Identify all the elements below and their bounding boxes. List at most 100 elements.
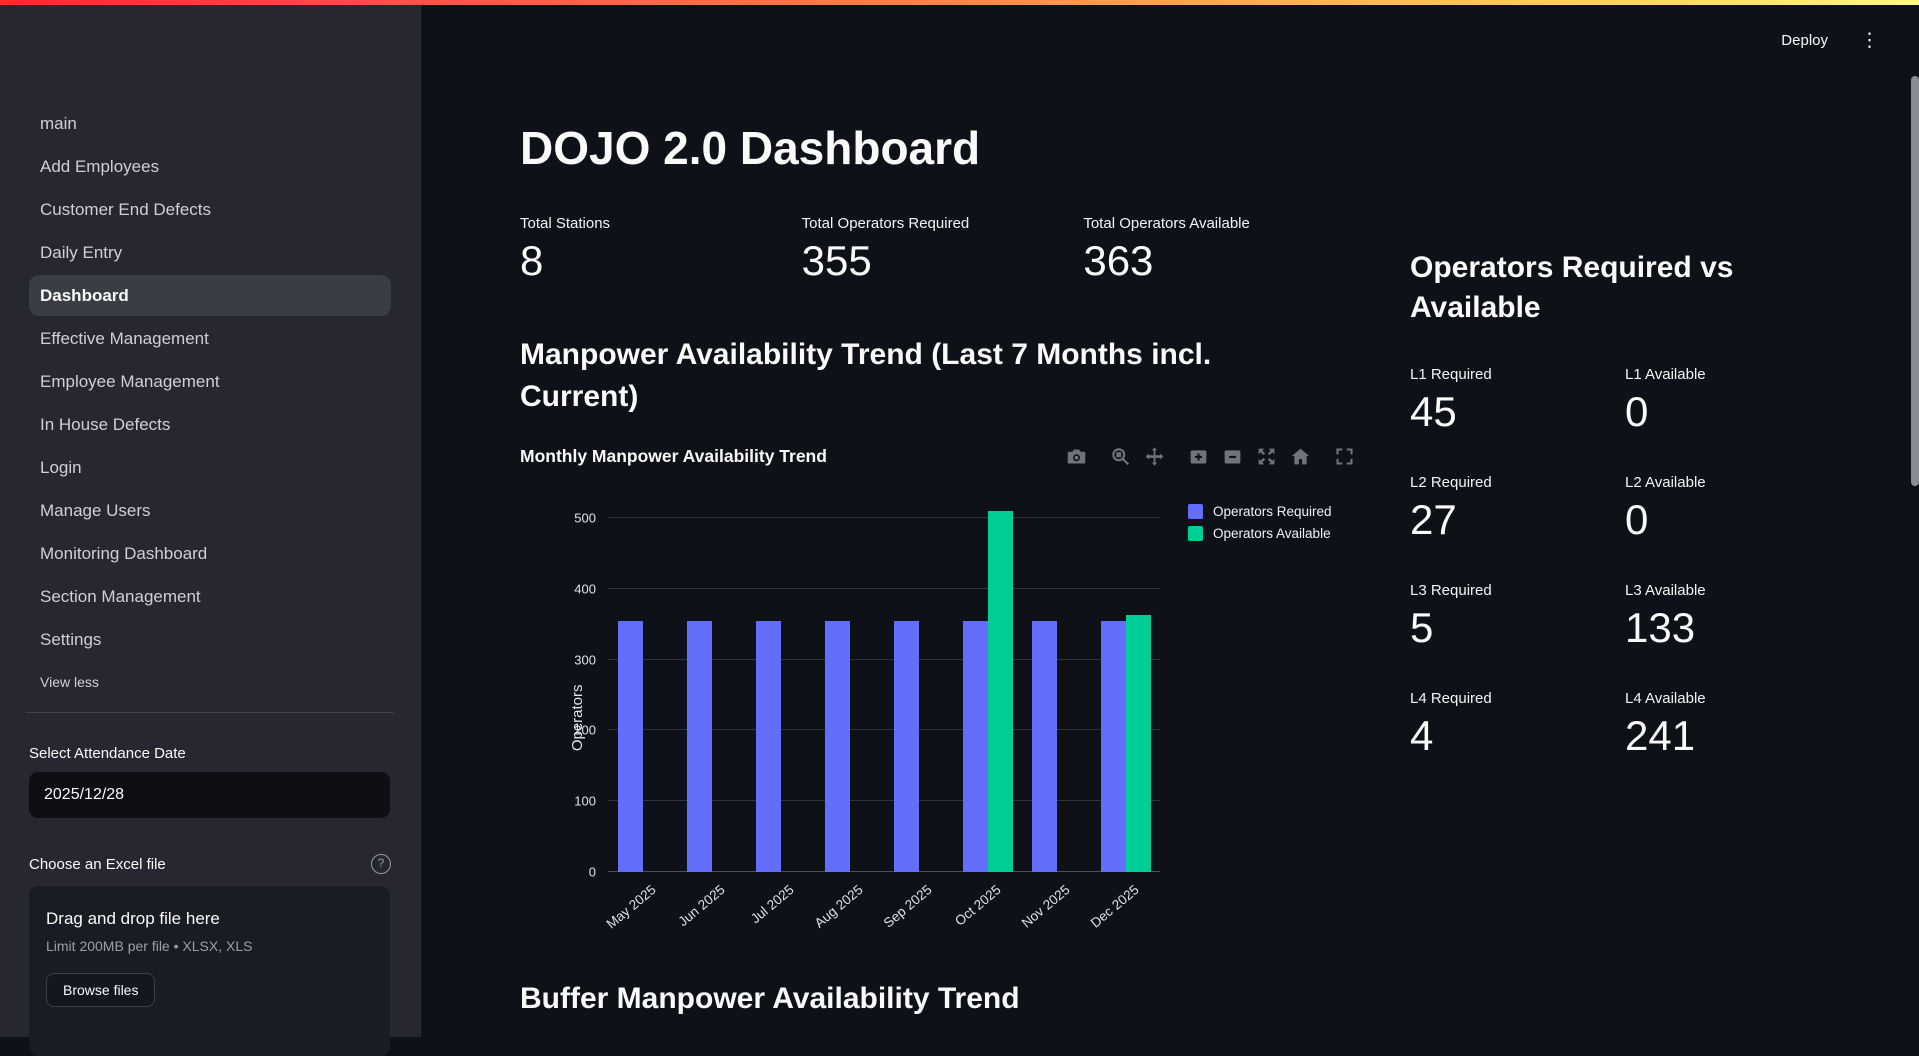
- legend-item-operators-available[interactable]: Operators Available: [1188, 525, 1332, 541]
- operators-panel: Operators Required vs Available L1 Requi…: [1410, 0, 1830, 1037]
- y-tick-label: 100: [574, 793, 596, 809]
- help-icon[interactable]: ?: [371, 854, 391, 874]
- x-tick-label: Aug 2025: [811, 881, 866, 931]
- x-tick-label: Jul 2025: [747, 881, 797, 927]
- metric-label: L4 Available: [1625, 690, 1706, 707]
- metric-l2-required: L2 Required 27: [1410, 474, 1625, 541]
- sidebar-item-settings[interactable]: Settings: [40, 630, 102, 649]
- sidebar-item-section-management[interactable]: Section Management: [40, 587, 201, 606]
- sidebar-item-login[interactable]: Login: [40, 458, 82, 477]
- x-tick-label: Jun 2025: [674, 881, 728, 930]
- reset-axes-icon[interactable]: [1290, 446, 1311, 467]
- metric-label: L3 Available: [1625, 582, 1706, 599]
- metric-label: L1 Available: [1625, 366, 1706, 383]
- gridline: [608, 658, 1160, 660]
- bar-group-dec-2025: [1091, 504, 1160, 872]
- metric-label: L4 Required: [1410, 690, 1492, 707]
- gridline: [608, 587, 1160, 589]
- sidebar-nav: main Add Employees Customer End Defects Dai…: [0, 103, 420, 660]
- dropzone-hint: Limit 200MB per file • XLSX, XLS: [46, 938, 253, 954]
- sidebar: main Add Employees Customer End Defects Dai…: [0, 0, 421, 1056]
- chart-bar-operators-required-nov-2025[interactable]: [1031, 620, 1057, 872]
- bar-group-may-2025: [608, 504, 677, 872]
- metric-value: 355: [801, 236, 872, 284]
- metric-value: 27: [1410, 496, 1457, 543]
- chart-bar-operators-required-dec-2025[interactable]: [1100, 620, 1126, 872]
- bar-series[interactable]: [608, 504, 1160, 872]
- chart-bar-operators-available-dec-2025[interactable]: [1125, 615, 1151, 872]
- dropzone-title: Drag and drop file here: [46, 909, 220, 928]
- legend-label: Operators Required: [1213, 503, 1332, 519]
- y-tick-label: 400: [574, 581, 596, 597]
- section-heading: Manpower Availability Trend (Last 7 Mont…: [520, 337, 1212, 413]
- sidebar-item-customer-end-defects[interactable]: Customer End Defects: [40, 200, 212, 219]
- attendance-date-label: Select Attendance Date: [29, 745, 186, 762]
- sidebar-item-add-employees[interactable]: Add Employees: [40, 157, 160, 176]
- zoom-icon[interactable]: [1110, 446, 1131, 467]
- legend-label: Operators Available: [1213, 525, 1331, 541]
- chart-bar-operators-required-sep-2025[interactable]: [893, 620, 919, 872]
- page-scrollbar[interactable]: [1911, 76, 1919, 486]
- chart-bar-operators-required-jul-2025[interactable]: [755, 620, 781, 872]
- deploy-button[interactable]: Deploy: [1779, 28, 1830, 53]
- metric-label: L3 Required: [1410, 582, 1492, 599]
- metric-label: Total Operators Required: [801, 214, 970, 232]
- attendance-date-input[interactable]: 2025/12/28: [29, 772, 390, 818]
- fullscreen-icon[interactable]: [1334, 446, 1355, 467]
- app-header: Deploy ⋮: [1779, 28, 1883, 53]
- metric-total-operators-available: Total Operators Available 363: [1083, 215, 1365, 282]
- sidebar-item-in-house-defects[interactable]: In House Defects: [40, 415, 171, 434]
- chart-bar-operators-required-may-2025[interactable]: [617, 620, 643, 872]
- metric-label: L2 Available: [1625, 474, 1706, 491]
- zoom-in-icon[interactable]: [1188, 446, 1209, 467]
- chart-legend: Operators Required Operators Available: [1188, 503, 1332, 952]
- sidebar-item-employee-management[interactable]: Employee Management: [40, 372, 220, 391]
- sidebar-item-main[interactable]: main: [40, 114, 77, 133]
- chart-bar-operators-required-jun-2025[interactable]: [686, 620, 712, 872]
- chart-bar-operators-required-aug-2025[interactable]: [824, 620, 850, 872]
- pan-icon[interactable]: [1144, 446, 1165, 467]
- autoscale-icon[interactable]: [1256, 446, 1277, 467]
- bar-group-jul-2025: [746, 504, 815, 872]
- metric-value: 0: [1625, 496, 1649, 543]
- chart-bar-operators-required-oct-2025[interactable]: [962, 620, 988, 872]
- sidebar-item-dashboard[interactable]: Dashboard: [29, 275, 391, 316]
- gridline: [608, 800, 1160, 802]
- page-title: DOJO 2.0 Dashboard: [520, 122, 981, 174]
- metrics-row: Total Stations 8 Total Operators Required 3…: [520, 215, 1365, 282]
- gridline: [608, 870, 1160, 872]
- metric-total-stations: Total Stations 8: [520, 215, 802, 282]
- sidebar-item-effective-management[interactable]: Effective Management: [40, 329, 209, 348]
- bar-group-jun-2025: [677, 504, 746, 872]
- metric-value: 363: [1083, 236, 1154, 284]
- manpower-trend-chart: Monthly Manpower Availability Trend Oper…: [520, 446, 1365, 952]
- sidebar-item-monitoring-dashboard[interactable]: Monitoring Dashboard: [40, 544, 208, 563]
- sidebar-view-less[interactable]: View less: [40, 674, 99, 690]
- file-uploader-label: Choose an Excel file: [29, 855, 166, 873]
- sidebar-item-manage-users[interactable]: Manage Users: [40, 501, 151, 520]
- bar-group-sep-2025: [884, 504, 953, 872]
- browse-files-button[interactable]: Browse files: [46, 973, 156, 1007]
- gridline: [608, 729, 1160, 731]
- chart-bar-operators-available-oct-2025[interactable]: [987, 510, 1013, 872]
- metric-value: 241: [1625, 712, 1696, 759]
- file-dropzone[interactable]: Drag and drop file here Limit 200MB per …: [29, 886, 390, 1056]
- camera-icon[interactable]: [1066, 446, 1087, 467]
- sidebar-item-daily-entry[interactable]: Daily Entry: [40, 243, 123, 262]
- x-tick-label: Sep 2025: [880, 881, 935, 931]
- metric-value: 45: [1410, 388, 1457, 435]
- y-axis-label: Operators: [568, 684, 586, 752]
- metric-l2-available: L2 Available 0: [1625, 474, 1830, 541]
- legend-item-operators-required[interactable]: Operators Required: [1188, 503, 1332, 519]
- bar-group-aug-2025: [815, 504, 884, 872]
- gridline: [608, 517, 1160, 519]
- metric-value: 5: [1410, 604, 1434, 651]
- zoom-out-icon[interactable]: [1222, 446, 1243, 467]
- metric-total-operators-required: Total Operators Required 355: [802, 215, 1084, 282]
- y-tick-label: 300: [574, 652, 596, 668]
- kebab-menu-icon[interactable]: ⋮: [1860, 30, 1879, 51]
- metric-label: L2 Required: [1410, 474, 1492, 491]
- plot-area[interactable]: 0 100 200 300 400 500: [574, 504, 1160, 879]
- metric-value: 133: [1625, 604, 1696, 651]
- metric-value: 8: [520, 236, 544, 284]
